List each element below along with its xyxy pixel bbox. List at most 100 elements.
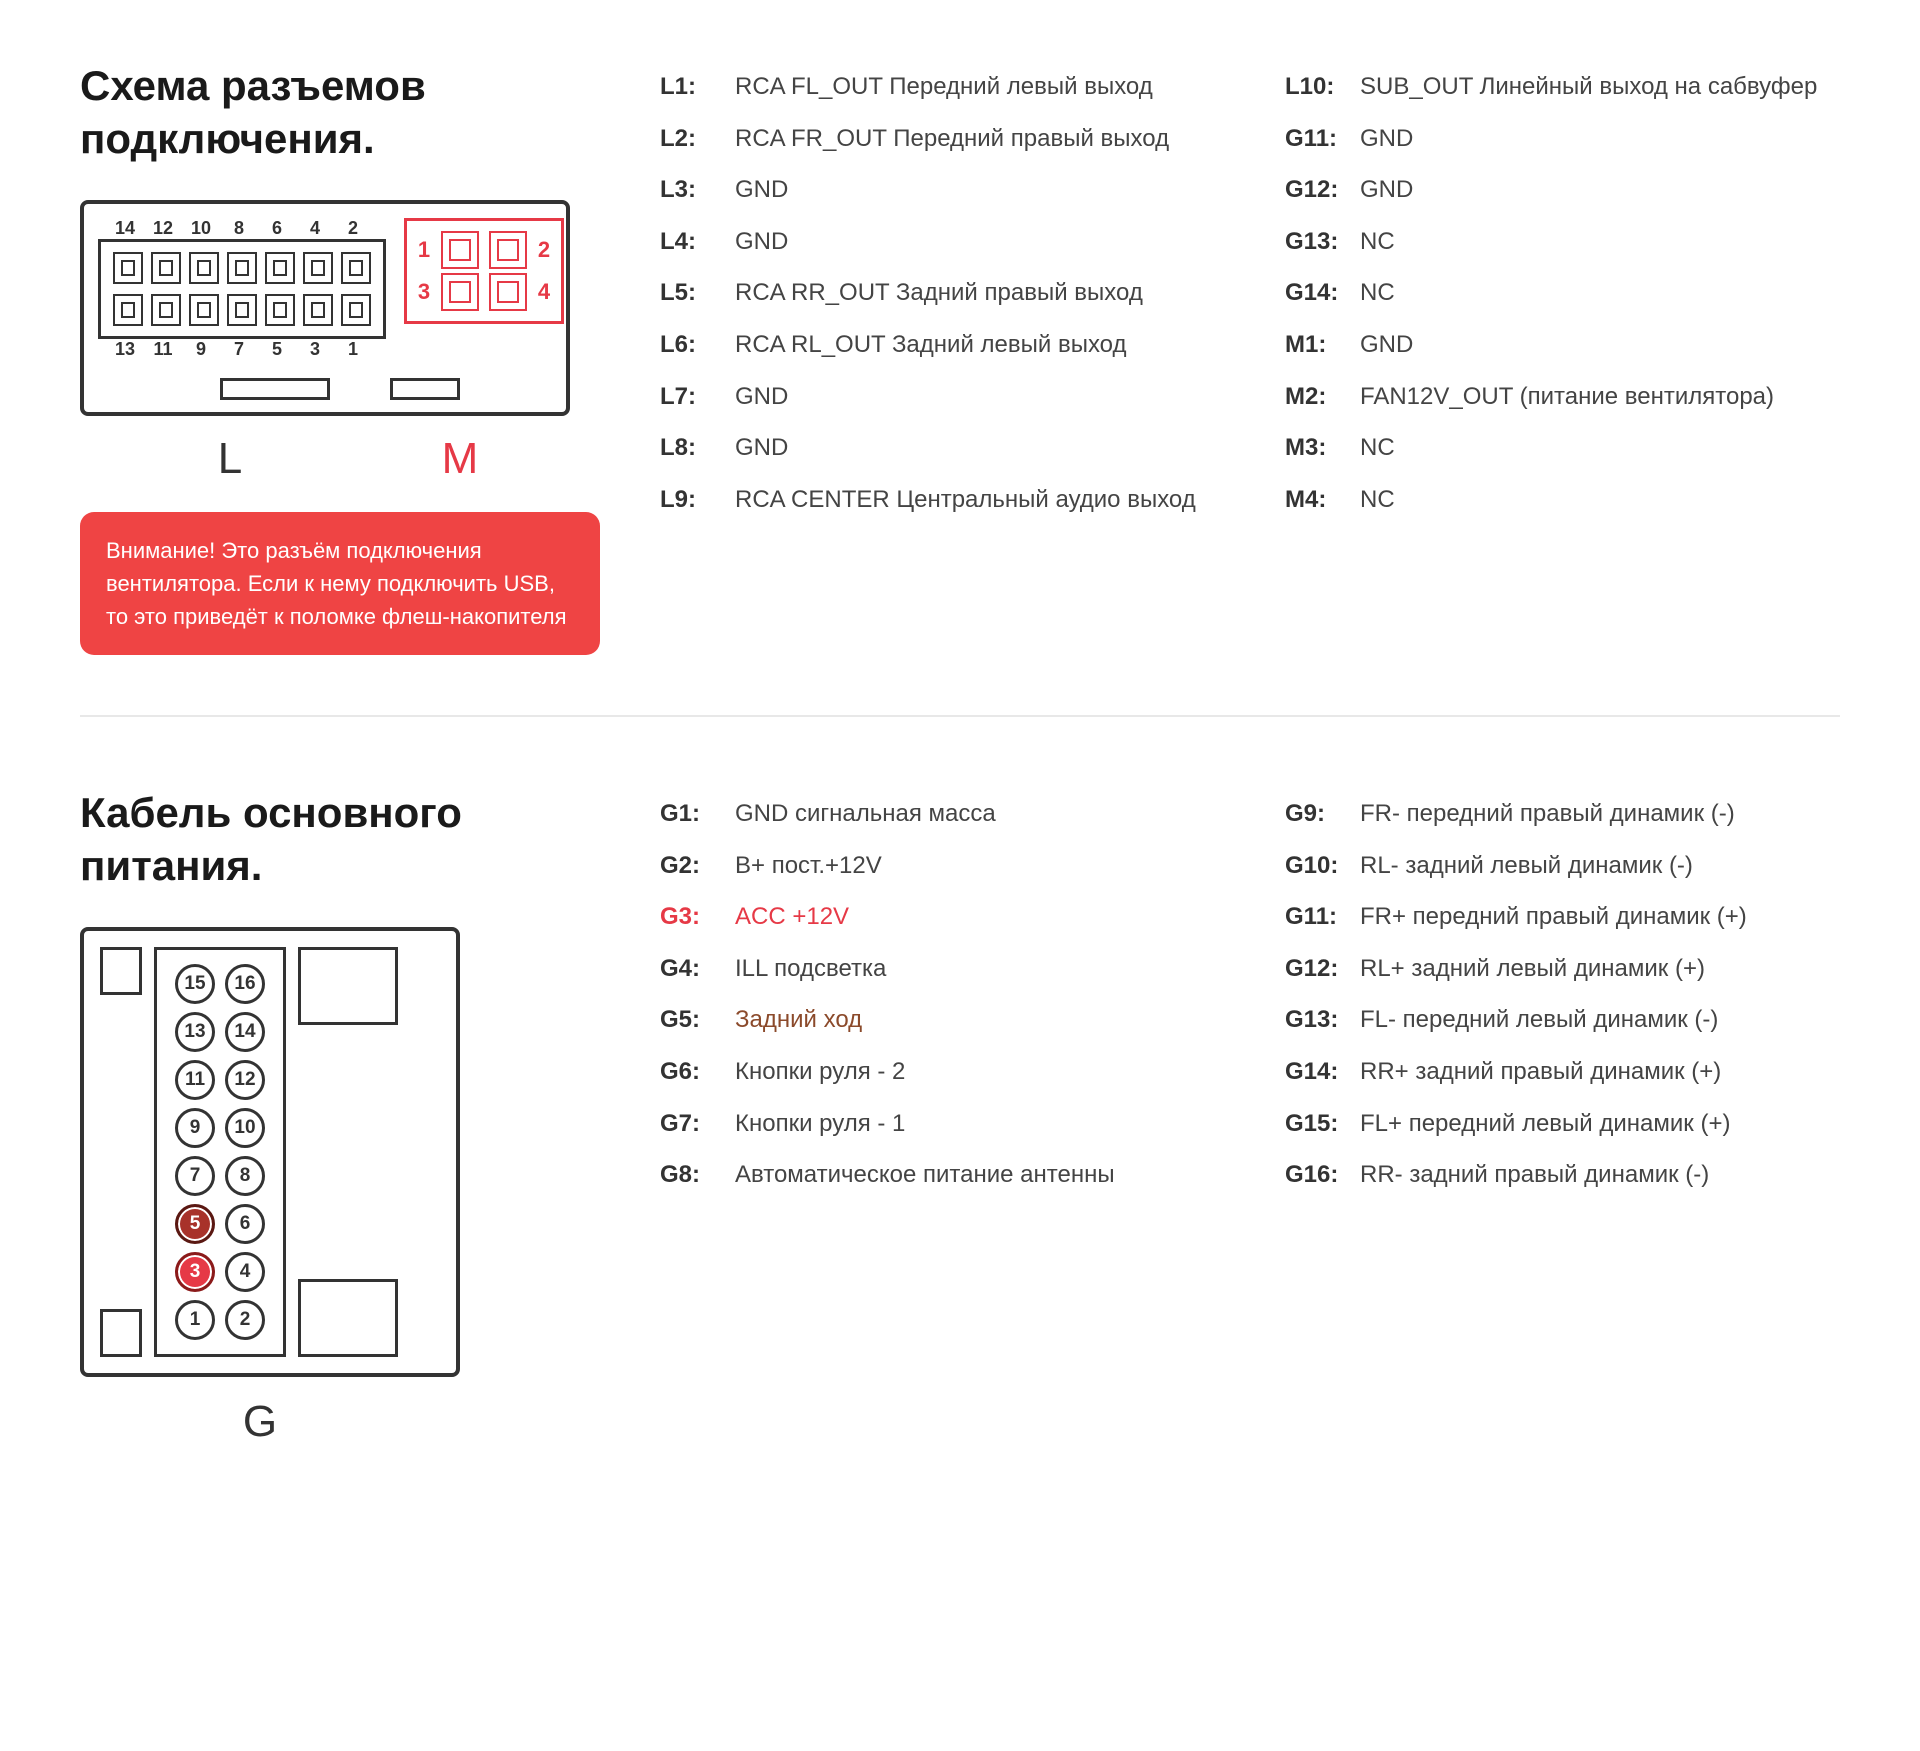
pin (263, 250, 297, 286)
section-power-cable: Кабель основного питания. 15 16 13 14 11… (80, 787, 1840, 1447)
pin-definition: M1: GND (1285, 328, 1840, 362)
pin-value: GND (1360, 328, 1413, 362)
pin: 8 (225, 1156, 265, 1196)
pin (339, 250, 373, 286)
pin-number: 3 (415, 279, 433, 305)
pin-value: RL- задний левый динамик (-) (1360, 849, 1693, 883)
connector-diagram-g: 15 16 13 14 11 12 9 10 7 8 5 6 3 4 1 2 (80, 927, 460, 1447)
pin-list: L1: RCA FL_OUT Передний левый выход L2: … (660, 70, 1215, 655)
pin (111, 250, 145, 286)
pin (301, 250, 335, 286)
pin-key: G12: (1285, 173, 1360, 207)
pin-key: G13: (1285, 1003, 1360, 1037)
pin (149, 292, 183, 328)
pin-number: 6 (260, 218, 294, 239)
pin-definition: G11: GND (1285, 122, 1840, 156)
pin: 10 (225, 1108, 265, 1148)
pin-key: G11: (1285, 122, 1360, 156)
pin-key: L5: (660, 276, 735, 310)
pin-value: RR- задний правый динамик (-) (1360, 1158, 1709, 1192)
pin-key: M2: (1285, 380, 1360, 414)
pin-key: L1: (660, 70, 735, 104)
pin-key: L7: (660, 380, 735, 414)
pin-key: L9: (660, 483, 735, 517)
pin-number: 3 (298, 339, 332, 360)
pin-value: GND (1360, 122, 1413, 156)
pin-value: RCA FR_OUT Передний правый выход (735, 122, 1169, 156)
pin-number: 4 (535, 279, 553, 305)
pin-value: B+ пост.+12V (735, 849, 882, 883)
pin-number: 5 (260, 339, 294, 360)
pin-definition: G16: RR- задний правый динамик (-) (1285, 1158, 1840, 1192)
pin-key: G16: (1285, 1158, 1360, 1192)
connector-g-label: G (80, 1397, 440, 1447)
pin-definition: G9: FR- передний правый динамик (-) (1285, 797, 1840, 831)
pin-definition: G6: Кнопки руля - 2 (660, 1055, 1215, 1089)
pin: 11 (175, 1060, 215, 1100)
pin: 7 (175, 1156, 215, 1196)
pin-definition: G2: B+ пост.+12V (660, 849, 1215, 883)
pin-number: 9 (184, 339, 218, 360)
pin-definition: G13: NC (1285, 225, 1840, 259)
pin-number: 14 (108, 218, 142, 239)
pin-key: L8: (660, 431, 735, 465)
pin-definition: L2: RCA FR_OUT Передний правый выход (660, 122, 1215, 156)
pin-definition: M2: FAN12V_OUT (питание вентилятора) (1285, 380, 1840, 414)
pin (263, 292, 297, 328)
pin-value: NC (1360, 483, 1395, 517)
pin-value: GND (735, 380, 788, 414)
pin-key: M1: (1285, 328, 1360, 362)
pin-definition: G3: ACC +12V (660, 900, 1215, 934)
pin-definition: M3: NC (1285, 431, 1840, 465)
pin-number: 8 (222, 218, 256, 239)
pin: 5 (175, 1204, 215, 1244)
pin-value: NC (1360, 225, 1395, 259)
pin-key: G6: (660, 1055, 735, 1089)
pin: 16 (225, 964, 265, 1004)
section1-left: Схема разъемов подключения. 1412108642 1… (80, 60, 600, 655)
pin-value: GND (1360, 173, 1413, 207)
pin-key: G14: (1285, 276, 1360, 310)
pin-definition: G7: Кнопки руля - 1 (660, 1107, 1215, 1141)
pin: 15 (175, 964, 215, 1004)
pin-value: NC (1360, 276, 1395, 310)
pin-value: RL+ задний левый динамик (+) (1360, 952, 1705, 986)
pin-value: GND сигнальная масса (735, 797, 996, 831)
pin-number: 2 (336, 218, 370, 239)
section-connectors: Схема разъемов подключения. 1412108642 1… (80, 60, 1840, 717)
pin (339, 292, 373, 328)
pin-key: M4: (1285, 483, 1360, 517)
pin-key: G13: (1285, 225, 1360, 259)
pin-value: ACC +12V (735, 900, 849, 934)
pin-value: Кнопки руля - 1 (735, 1107, 905, 1141)
pin-definition: G15: FL+ передний левый динамик (+) (1285, 1107, 1840, 1141)
pin-definition: G8: Автоматическое питание антенны (660, 1158, 1215, 1192)
connector-m: 1 2 3 4 (404, 218, 564, 324)
pin-value: RCA FL_OUT Передний левый выход (735, 70, 1153, 104)
pin-value: FR+ передний правый динамик (+) (1360, 900, 1747, 934)
pin-value: Кнопки руля - 2 (735, 1055, 905, 1089)
section1-pins: L1: RCA FL_OUT Передний левый выход L2: … (660, 60, 1840, 655)
pin-value: Задний ход (735, 1003, 862, 1037)
pin (187, 292, 221, 328)
pin-definition: L9: RCA CENTER Центральный аудио выход (660, 483, 1215, 517)
pin-definition: G5: Задний ход (660, 1003, 1215, 1037)
pin (439, 229, 481, 271)
pin: 4 (225, 1252, 265, 1292)
pin-value: FL+ передний левый динамик (+) (1360, 1107, 1730, 1141)
pin-key: G11: (1285, 900, 1360, 934)
pin-definition: L10: SUB_OUT Линейный выход на сабвуфер (1285, 70, 1840, 104)
pin-key: G9: (1285, 797, 1360, 831)
pin-key: L2: (660, 122, 735, 156)
slot (220, 378, 330, 400)
pin-number: 13 (108, 339, 142, 360)
pin-key: G10: (1285, 849, 1360, 883)
pin-key: G3: (660, 900, 735, 934)
connector-g: 15 16 13 14 11 12 9 10 7 8 5 6 3 4 1 2 (154, 947, 286, 1357)
section2-pins: G1: GND сигнальная масса G2: B+ пост.+12… (660, 787, 1840, 1447)
pin-key: G8: (660, 1158, 735, 1192)
pin-value: GND (735, 173, 788, 207)
pin (187, 250, 221, 286)
pin (487, 271, 529, 313)
pin: 1 (175, 1300, 215, 1340)
